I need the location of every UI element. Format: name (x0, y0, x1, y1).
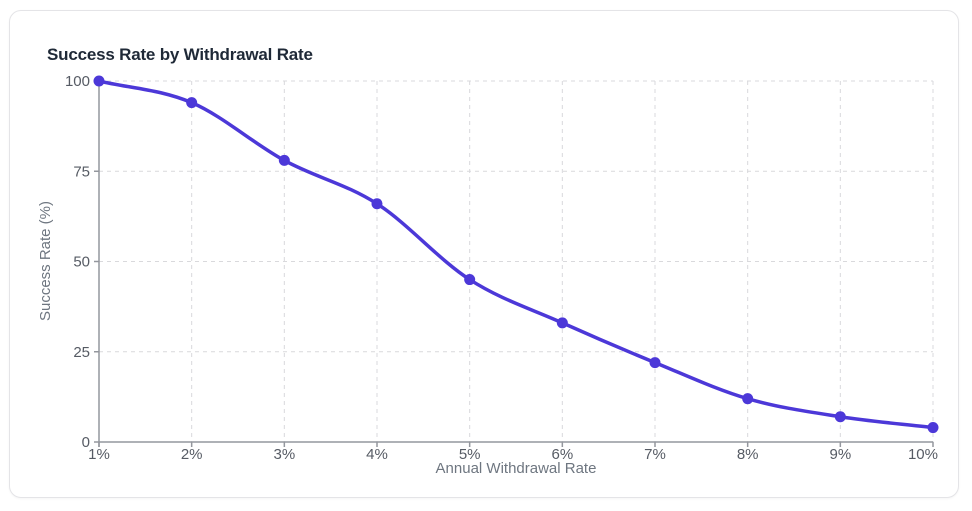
data-point-1% (93, 75, 105, 87)
data-point-10% (927, 422, 939, 434)
data-point-9% (834, 411, 846, 423)
data-point-2% (186, 97, 198, 109)
y-tick-label: 0 (82, 434, 90, 451)
x-tick-label: 2% (181, 446, 203, 463)
x-tick-label: 9% (829, 446, 851, 463)
x-tick-label: 7% (644, 446, 666, 463)
x-tick-label: 5% (459, 446, 481, 463)
data-point-6% (556, 317, 568, 329)
x-axis-title: Annual Withdrawal Rate (435, 460, 597, 477)
chart-card: Success Rate by Withdrawal Rate (9, 10, 959, 498)
x-tick-label: 10% (908, 446, 938, 463)
data-point-8% (742, 393, 754, 405)
x-tick-label: 4% (366, 446, 388, 463)
y-tick-label: 50 (73, 254, 90, 271)
x-tick-label: 1% (88, 446, 110, 463)
x-tick-label: 3% (273, 446, 295, 463)
data-point-7% (649, 357, 661, 369)
x-tick-label: 6% (551, 446, 573, 463)
x-tick-label: 8% (737, 446, 759, 463)
chart-title: Success Rate by Withdrawal Rate (47, 45, 313, 64)
data-point-4% (371, 198, 383, 210)
data-point-3% (278, 154, 290, 166)
series-line (97, 79, 935, 430)
y-tick-label: 25 (73, 344, 90, 361)
data-point-5% (464, 274, 476, 286)
y-tick-label: 75 (73, 163, 90, 180)
y-axis-title: Success Rate (%) (37, 200, 54, 322)
y-tick-label: 100 (65, 73, 90, 90)
